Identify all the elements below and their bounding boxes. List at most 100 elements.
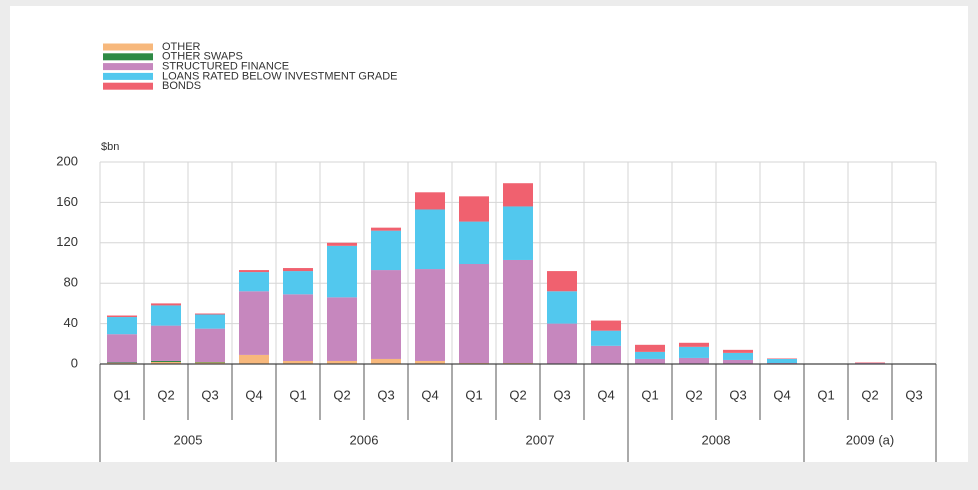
bar-segment	[591, 320, 621, 331]
legend-swatch	[103, 53, 153, 61]
bar-segment	[547, 271, 577, 292]
year-label: 2006	[350, 432, 379, 447]
bar-segment	[371, 230, 401, 271]
bar-segment	[283, 268, 313, 272]
bar-segment	[723, 359, 753, 364]
bar-segment	[723, 349, 753, 353]
legend-swatch	[103, 43, 153, 51]
bar-segment	[371, 270, 401, 359]
bar-segment	[459, 221, 489, 265]
bar-segment	[107, 317, 137, 335]
bar-segment	[415, 269, 445, 361]
bar-segment	[151, 361, 181, 364]
bar-segment	[855, 362, 885, 363]
x-tick-label: Q4	[597, 387, 614, 402]
unit-label: $bn	[101, 141, 119, 153]
bar-segment	[503, 183, 533, 207]
bar-segment	[635, 351, 665, 359]
bar-segment	[679, 346, 709, 358]
bar-segment	[547, 323, 577, 364]
x-tick-label: Q4	[245, 387, 262, 402]
bar-segment	[239, 270, 269, 273]
bar-segment	[239, 354, 269, 364]
y-tick-label: 160	[56, 194, 78, 209]
year-label: 2007	[526, 432, 555, 447]
y-tick-label: 40	[64, 315, 78, 330]
bar-segment	[107, 334, 137, 363]
bar-segment	[591, 330, 621, 346]
bar-segment	[239, 272, 269, 292]
bar-segment	[195, 313, 225, 315]
bar-segment	[151, 360, 181, 362]
x-tick-label: Q1	[641, 387, 658, 402]
y-tick-label: 200	[56, 153, 78, 168]
bar-segment	[415, 360, 445, 364]
bar-segment	[151, 305, 181, 326]
legend-label: LOANS RATED BELOW INVESTMENT GRADE	[162, 70, 398, 82]
bar-segment	[107, 315, 137, 318]
bar-segment	[107, 362, 137, 363]
bar-segment	[591, 345, 621, 364]
x-tick-label: Q1	[817, 387, 834, 402]
bar-segment	[547, 291, 577, 324]
bar-segment	[283, 294, 313, 361]
bar-segment	[459, 196, 489, 222]
bar-segment	[195, 361, 225, 363]
x-tick-label: Q3	[729, 387, 746, 402]
bar-segment	[195, 362, 225, 364]
legend-swatch	[103, 82, 153, 90]
bar-segment	[371, 358, 401, 364]
bar-segment	[635, 344, 665, 352]
x-tick-label: Q2	[509, 387, 526, 402]
x-tick-label: Q4	[773, 387, 790, 402]
bar-segment	[415, 209, 445, 270]
bar-segment	[327, 297, 357, 361]
year-label: 2009 (a)	[846, 432, 894, 447]
x-tick-label: Q1	[465, 387, 482, 402]
y-tick-label: 0	[71, 355, 78, 370]
x-tick-label: Q4	[421, 387, 438, 402]
bar-segment	[503, 259, 533, 363]
bar-segment	[195, 314, 225, 329]
bar-segment	[415, 192, 445, 210]
bar-segment	[195, 328, 225, 362]
year-label: 2005	[174, 432, 203, 447]
bar-segment	[371, 227, 401, 231]
bar-segment	[283, 271, 313, 295]
bar-segment	[679, 342, 709, 347]
x-tick-label: Q3	[905, 387, 922, 402]
bar-segment	[635, 358, 665, 364]
bar-segment	[327, 360, 357, 364]
bar-segment	[239, 291, 269, 355]
x-tick-label: Q1	[113, 387, 130, 402]
x-tick-label: Q2	[861, 387, 878, 402]
bar-segment	[723, 352, 753, 360]
bar-segment	[767, 358, 797, 363]
x-tick-label: Q3	[553, 387, 570, 402]
bar-segment	[459, 264, 489, 363]
legend-swatch	[103, 63, 153, 71]
x-tick-label: Q2	[157, 387, 174, 402]
bar-segment	[151, 325, 181, 361]
legend-swatch	[103, 72, 153, 80]
x-tick-label: Q1	[289, 387, 306, 402]
y-tick-label: 120	[56, 234, 78, 249]
bar-segment	[283, 360, 313, 364]
legend-label: OTHER	[162, 41, 201, 53]
x-tick-label: Q2	[685, 387, 702, 402]
bar-segment	[679, 357, 709, 364]
bar-segment	[503, 206, 533, 260]
bar-segment	[151, 303, 181, 306]
x-tick-label: Q3	[201, 387, 218, 402]
x-tick-label: Q3	[377, 387, 394, 402]
year-label: 2008	[702, 432, 731, 447]
legend-label: BONDS	[162, 80, 201, 92]
bar-segment	[327, 242, 357, 246]
bar-segment	[327, 245, 357, 298]
bar-segment	[767, 358, 797, 359]
legend-label: STRUCTURED FINANCE	[162, 61, 289, 73]
x-tick-label: Q2	[333, 387, 350, 402]
y-tick-label: 80	[64, 275, 78, 290]
